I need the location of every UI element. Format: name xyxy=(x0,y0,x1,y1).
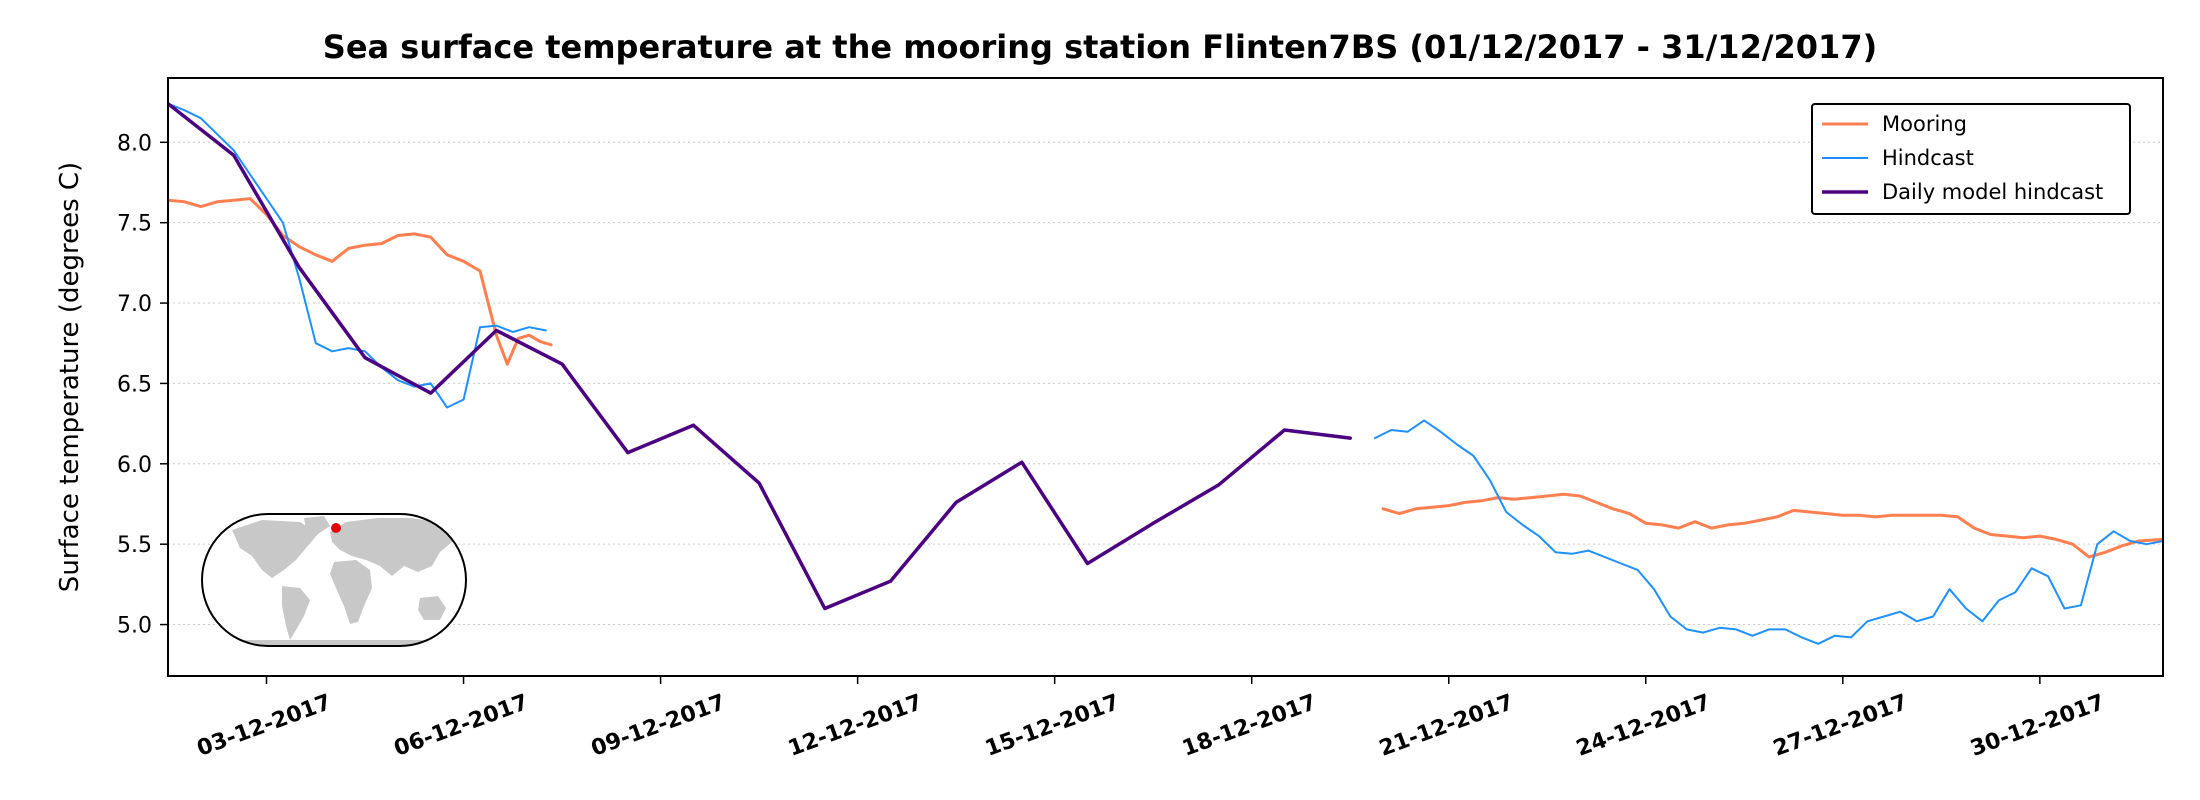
series-lines xyxy=(168,101,2163,645)
station-marker-icon xyxy=(331,523,341,533)
x-tick-label: 12-12-2017 xyxy=(785,690,926,762)
y-tick-label: 5.0 xyxy=(117,614,152,639)
antarctica-shape xyxy=(202,640,466,646)
series-line-daily-model-hindcast xyxy=(168,101,1352,611)
x-tick-label: 24-12-2017 xyxy=(1573,690,1714,762)
x-tick-label: 15-12-2017 xyxy=(982,690,1123,762)
inset-world-map xyxy=(201,513,467,647)
x-tick-label: 27-12-2017 xyxy=(1770,690,1911,762)
legend-box xyxy=(1811,103,2131,215)
inset-map-land xyxy=(202,516,466,646)
x-tick-label: 18-12-2017 xyxy=(1179,690,1320,762)
south-america-shape xyxy=(282,586,310,640)
series-line-mooring xyxy=(168,197,553,366)
chart-title: Sea surface temperature at the mooring s… xyxy=(323,28,1877,66)
y-axis-ticks: 5.0 5.5 6.0 6.5 7.0 7.5 8.0 xyxy=(117,131,168,639)
greenland-shape xyxy=(304,516,330,534)
australia-shape xyxy=(418,596,446,620)
africa-shape xyxy=(330,560,372,624)
europe-asia-shape xyxy=(330,518,458,576)
x-tick-label: 30-12-2017 xyxy=(1967,690,2108,762)
north-america-shape xyxy=(232,520,318,578)
series-line-mooring xyxy=(1381,492,2163,559)
legend-label-daily-model-hindcast: Daily model hindcast xyxy=(1882,180,2103,204)
x-tick-label: 09-12-2017 xyxy=(588,690,729,762)
legend: Mooring Hindcast Daily model hindcast xyxy=(1811,103,2131,215)
y-tick-label: 6.5 xyxy=(117,372,152,397)
y-axis-label: Surface temperature (degrees C) xyxy=(55,162,85,592)
x-tick-label: 03-12-2017 xyxy=(194,690,335,762)
x-tick-label: 06-12-2017 xyxy=(391,690,532,762)
y-tick-label: 7.0 xyxy=(117,292,152,317)
x-tick-label: 21-12-2017 xyxy=(1376,690,1517,762)
series-line-hindcast xyxy=(168,102,547,409)
y-tick-label: 8.0 xyxy=(117,131,152,156)
y-tick-label: 5.5 xyxy=(117,533,152,558)
inset-map-border xyxy=(201,513,467,647)
plot-area-frame xyxy=(167,77,2164,677)
x-axis-ticks: 03-12-2017 06-12-2017 09-12-2017 12-12-2017… xyxy=(194,676,2108,762)
legend-label-mooring: Mooring xyxy=(1882,112,1967,136)
series-line-hindcast xyxy=(1373,419,2163,645)
y-tick-label: 6.0 xyxy=(117,453,152,478)
y-tick-label: 7.5 xyxy=(117,212,152,237)
legend-label-hindcast: Hindcast xyxy=(1882,146,1974,170)
